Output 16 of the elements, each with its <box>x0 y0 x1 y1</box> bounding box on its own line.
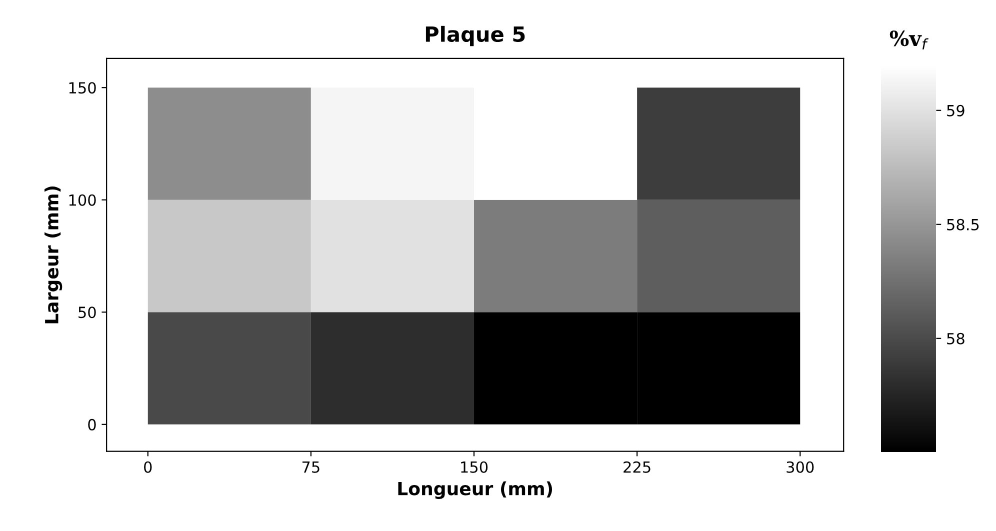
chart-title: Plaque 5 <box>426 26 525 46</box>
y-tick-label: 50 <box>78 306 96 318</box>
color-bar-label: 58 <box>947 332 964 344</box>
y-tick-label: 0 <box>88 418 96 430</box>
x-tick-label: 75 <box>302 462 320 473</box>
y-tick-label: 100 <box>69 194 96 206</box>
color-bar-label: 59 <box>947 104 964 116</box>
x-tick-label: 300 <box>786 461 814 473</box>
x-tick-label: 225 <box>624 461 650 473</box>
y-axis-title: Largeur (mm) <box>44 186 62 324</box>
x-axis-title: Longueur (mm) <box>398 481 552 500</box>
color-bar-label: 58.5 <box>947 218 979 230</box>
x-tick-label: 150 <box>461 461 488 473</box>
color-bar-title: %v$_{f}$ <box>890 30 928 50</box>
y-tick-label: 150 <box>69 82 96 94</box>
x-tick-label: 0 <box>144 461 152 473</box>
